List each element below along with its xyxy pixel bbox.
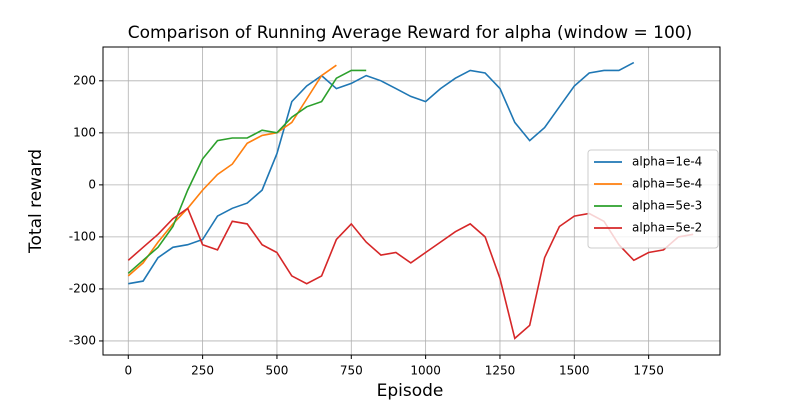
y-tick-label: 200 — [73, 73, 96, 87]
y-tick-label: -100 — [69, 229, 96, 243]
x-tick-label: 1250 — [485, 364, 516, 378]
x-tick-label: 1500 — [559, 364, 590, 378]
x-tick-label: 750 — [340, 364, 363, 378]
x-tick-label: 1000 — [410, 364, 441, 378]
y-axis-label: Total reward — [26, 149, 46, 254]
legend-box — [587, 149, 719, 249]
plot-frame — [102, 46, 721, 356]
x-tick-label: 250 — [191, 364, 214, 378]
series-line — [127, 69, 367, 274]
legend-label: alpha=1e-4 — [632, 155, 702, 169]
x-tick-label: 500 — [265, 364, 288, 378]
y-tick-label: -200 — [69, 281, 96, 295]
x-tick-label: 1750 — [633, 364, 664, 378]
x-tick-label: 0 — [124, 364, 132, 378]
y-tick-label: 100 — [73, 125, 96, 139]
legend-label: alpha=5e-3 — [632, 199, 702, 213]
series-line — [127, 64, 337, 277]
x-axis-label: Episode — [377, 381, 444, 400]
legend-label: alpha=5e-2 — [632, 221, 702, 235]
y-tick-label: 0 — [88, 177, 96, 191]
legend-label: alpha=5e-4 — [632, 177, 702, 191]
y-tick-label: -300 — [69, 333, 96, 347]
series-line — [128, 61, 635, 285]
legend: alpha=1e-4 alpha=5e-4 alpha=5e-3 alpha=5e-2 — [587, 149, 719, 249]
chart-title: Comparison of Running Average Reward for… — [128, 23, 693, 43]
